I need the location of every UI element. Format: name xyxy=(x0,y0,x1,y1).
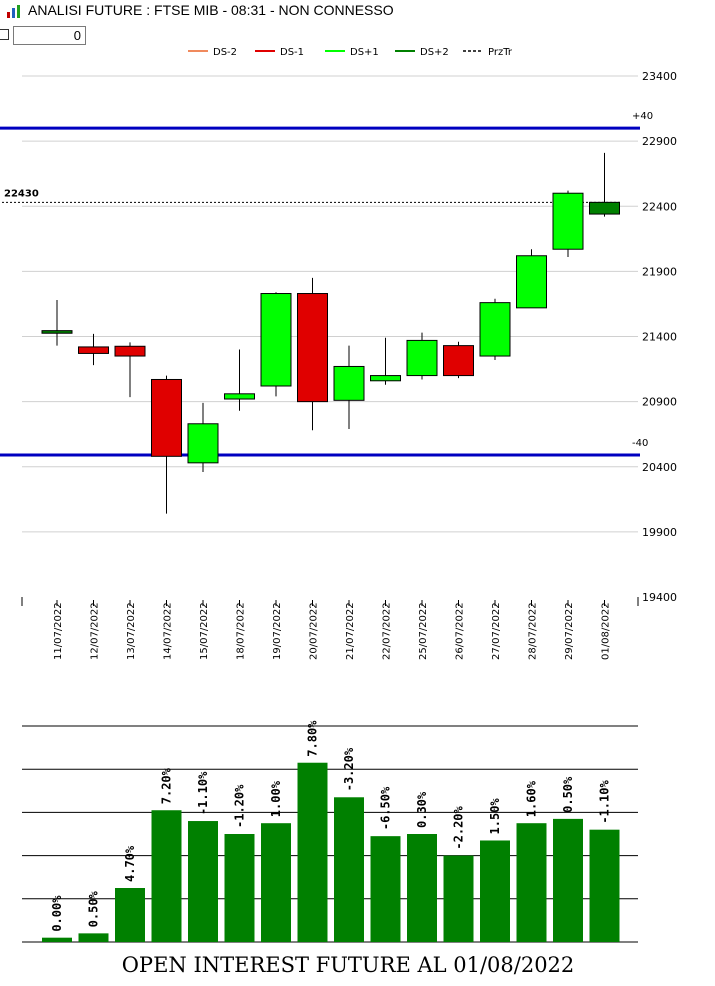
candle-body xyxy=(41,330,73,334)
date-label: 01/08/2022 xyxy=(601,602,612,660)
oi-value-label: 0.30% xyxy=(415,791,429,828)
oi-bar xyxy=(407,834,437,942)
band-label-0: +40 xyxy=(632,111,653,122)
oi-value-label: 1.60% xyxy=(525,780,539,817)
candle-body xyxy=(516,255,547,309)
oi-value-label: 0.50% xyxy=(561,776,575,813)
oi-bar xyxy=(224,834,255,942)
date-axis: 11/07/2022 12/07/2022 13/07/2022 14/07/2022… xyxy=(21,597,639,660)
oi-bar xyxy=(151,810,182,942)
candle-body xyxy=(114,345,146,357)
oi-bar xyxy=(115,888,145,942)
date-label: 25/07/2022 xyxy=(418,602,429,660)
y-tick-label: 23400 xyxy=(642,70,677,83)
legend-label-0: DS-2 xyxy=(213,47,237,58)
price-y-axis: 23400 22900 22400 21900 21400 20900 20400 19900… xyxy=(642,70,677,604)
candle-body xyxy=(333,365,365,401)
oi-value-label: -1.20% xyxy=(233,784,247,828)
oi-bar xyxy=(188,821,218,942)
legend-label-1: DS-1 xyxy=(280,47,304,58)
open-interest-title: OPEN INTEREST FUTURE AL 01/08/2022 xyxy=(122,953,575,977)
oi-bar xyxy=(334,797,364,942)
oi-value-label: 4.70% xyxy=(123,845,137,882)
oi-value-label: -6.50% xyxy=(379,786,393,830)
oi-value-label: -1.10% xyxy=(598,780,612,824)
date-label: 14/07/2022 xyxy=(163,602,174,660)
date-label: 11/07/2022 xyxy=(53,602,64,660)
date-label: 26/07/2022 xyxy=(455,602,466,660)
date-label: 19/07/2022 xyxy=(272,602,283,660)
legend-label-2: DS+1 xyxy=(350,47,379,58)
oi-value-label: -3.20% xyxy=(342,747,356,791)
oi-bar xyxy=(297,762,328,942)
y-tick-label: 22900 xyxy=(642,135,677,148)
legend-label-4: PrzTr xyxy=(488,47,513,58)
y-tick-label: 21400 xyxy=(642,331,677,344)
date-label: 22/07/2022 xyxy=(382,602,393,660)
date-label: 29/07/2022 xyxy=(564,602,575,660)
date-label: 20/07/2022 xyxy=(309,602,320,660)
open-interest-bars xyxy=(42,762,620,942)
price-label: 22430 xyxy=(4,188,39,199)
oi-value-label: 1.00% xyxy=(269,780,283,817)
candle-body xyxy=(370,375,401,382)
date-label: 21/07/2022 xyxy=(345,602,356,660)
y-tick-label: 22400 xyxy=(642,200,677,213)
candle-body xyxy=(297,293,328,403)
date-label: 12/07/2022 xyxy=(90,602,101,660)
oi-bar xyxy=(370,836,401,942)
candle-body xyxy=(78,346,109,354)
oi-bar xyxy=(78,933,109,942)
oi-value-label: 7.80% xyxy=(306,720,320,757)
candle-body xyxy=(187,423,219,464)
app-chart-icon xyxy=(7,5,20,18)
candle-body xyxy=(406,339,438,377)
candle-body xyxy=(443,345,474,377)
oi-bar xyxy=(480,840,510,942)
oi-value-label: 1.50% xyxy=(488,798,502,835)
date-label: 18/07/2022 xyxy=(236,602,247,660)
oi-bar xyxy=(516,823,547,942)
oi-bar xyxy=(553,818,583,942)
candle-body xyxy=(552,192,584,250)
oi-value-label: -2.20% xyxy=(452,805,466,849)
candle-body xyxy=(589,201,620,215)
date-label: 13/07/2022 xyxy=(126,602,137,660)
candle-body xyxy=(224,393,255,400)
candle-body xyxy=(479,302,511,357)
legend: DS-2 DS-1 DS+1 DS+2 PrzTr xyxy=(188,47,513,58)
date-label: 15/07/2022 xyxy=(199,602,210,660)
candle-body xyxy=(151,378,182,457)
current-price-line: 22430 xyxy=(2,188,620,203)
y-tick-label: 21900 xyxy=(642,265,677,278)
candle-body xyxy=(260,293,292,387)
open-interest-labels: 0.00% 0.50% 4.70% 7.20% -1.10% -1.20% 1.00% 7.8… xyxy=(50,720,612,932)
date-label: 28/07/2022 xyxy=(528,602,539,660)
oi-bar xyxy=(42,937,72,942)
legend-label-3: DS+2 xyxy=(420,47,449,58)
oi-bar xyxy=(261,823,291,942)
price-grid xyxy=(22,75,638,533)
oi-value-label: -1.10% xyxy=(196,771,210,815)
y-tick-label: 19400 xyxy=(642,591,677,604)
toggle-checkbox[interactable] xyxy=(0,29,9,40)
oi-bar xyxy=(589,829,620,942)
y-tick-label: 19900 xyxy=(642,526,677,539)
y-tick-label: 20400 xyxy=(642,461,677,474)
oi-value-label: 0.50% xyxy=(87,890,101,927)
y-tick-label: 20900 xyxy=(642,396,677,409)
open-interest-grid xyxy=(22,725,638,943)
candlesticks xyxy=(41,152,620,514)
window-title: ANALISI FUTURE : FTSE MIB - 08:31 - NON … xyxy=(28,2,394,18)
oi-value-label: 7.20% xyxy=(160,767,174,804)
band-lines: +40 -40 xyxy=(0,111,653,457)
oi-bar xyxy=(443,855,474,942)
value-input[interactable] xyxy=(13,26,86,45)
band-label-1: -40 xyxy=(632,438,648,449)
title-bar: ANALISI FUTURE : FTSE MIB - 08:31 - NON … xyxy=(0,0,715,22)
date-label: 27/07/2022 xyxy=(491,602,502,660)
oi-value-label: 0.00% xyxy=(50,895,64,932)
